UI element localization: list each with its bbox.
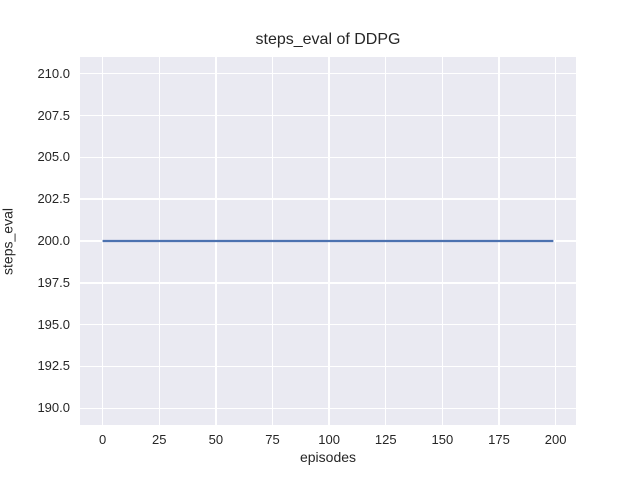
- x-tick-label: 75: [265, 432, 280, 447]
- y-axis-label: steps_eval: [0, 208, 16, 275]
- y-gridline: [80, 323, 576, 326]
- x-tick-label: 0: [99, 432, 107, 447]
- x-tick-label: 50: [208, 432, 224, 447]
- x-axis-label: episodes: [299, 449, 357, 465]
- y-gridline: [80, 282, 576, 284]
- y-tick-label: 200.0: [37, 233, 70, 248]
- y-tick-label: 202.5: [37, 191, 70, 207]
- x-tick-label: 175: [488, 432, 510, 447]
- chart-title: steps_eval of DDPG: [255, 31, 401, 48]
- x-tick-label: 200: [544, 432, 567, 447]
- plot-area: [80, 57, 576, 425]
- x-tick-label: 100: [318, 432, 340, 447]
- x-tick-label: 150: [431, 432, 454, 447]
- y-tick-label: 207.5: [37, 107, 70, 123]
- y-tick-label: 192.5: [37, 358, 70, 374]
- y-tick-label: 205.0: [37, 149, 70, 165]
- x-tick-label: 25: [152, 432, 167, 447]
- y-tick-label: 190.0: [37, 400, 70, 416]
- y-gridline: [80, 198, 576, 200]
- y-gridline: [80, 365, 576, 368]
- y-tick-label: 195.0: [37, 316, 70, 332]
- y-gridline: [80, 114, 576, 117]
- y-gridline: [80, 407, 576, 409]
- y-tick-label: 210.0: [37, 65, 70, 81]
- y-gridline: [80, 73, 576, 75]
- series-layer: [102, 239, 554, 243]
- y-gridline: [80, 156, 576, 159]
- y-tick-label: 197.5: [37, 274, 70, 290]
- x-tick-label: 125: [374, 432, 397, 447]
